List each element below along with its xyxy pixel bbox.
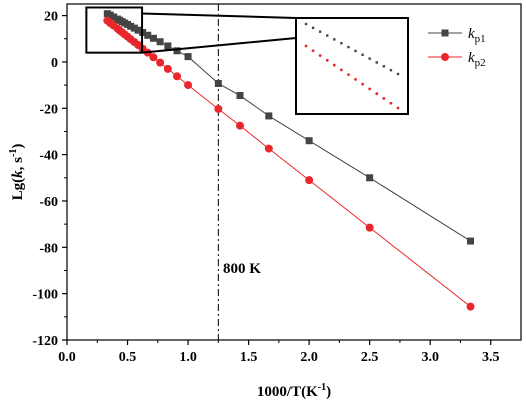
inset-point-kp1 [361, 53, 364, 56]
data-point-kp2 [365, 223, 374, 232]
legend-marker-kp1 [441, 29, 449, 37]
y-tick-label: 20 [44, 10, 58, 25]
inset-point-kp1 [382, 65, 386, 68]
x-tick-label: 1.5 [240, 350, 258, 365]
inset-point-kp1 [304, 22, 308, 26]
annotation-800k: 800 K [223, 261, 261, 277]
data-point-kp2 [264, 144, 273, 153]
series-kp1 [103, 10, 475, 245]
inset-connector-top [142, 12, 297, 19]
inset-point-kp1 [318, 30, 322, 33]
inset-point-kp1 [396, 72, 400, 76]
data-point-kp1 [134, 26, 142, 34]
inset-point-kp2 [368, 87, 372, 91]
inset-point-kp2 [325, 58, 329, 62]
inset-point-kp2 [311, 49, 315, 53]
data-point-kp2 [163, 64, 172, 73]
data-point-kp1 [127, 22, 135, 30]
inset-point-kp1 [375, 61, 378, 64]
series-kp2 [103, 16, 475, 311]
x-tick-label: 3.5 [482, 350, 500, 365]
data-point-kp2 [173, 72, 182, 81]
y-tick-label: -40 [39, 149, 58, 164]
y-tick-label: 0 [51, 56, 58, 71]
data-point-kp1 [214, 79, 222, 87]
data-point-kp1 [236, 92, 244, 100]
inset-point-kp1 [368, 57, 371, 60]
inset-point-kp2 [339, 68, 343, 72]
inset-point-kp2 [389, 101, 393, 105]
inset-point-kp1 [354, 49, 357, 53]
x-tick-label: 0.5 [119, 350, 137, 365]
data-point-kp2 [236, 121, 245, 130]
legend-marker-kp2 [441, 53, 449, 61]
data-point-kp2 [156, 58, 165, 67]
inset-point-kp1 [311, 26, 315, 30]
data-point-kp1 [467, 237, 475, 245]
inset-point-kp2 [347, 73, 350, 77]
y-tick-label: -120 [32, 334, 58, 349]
inset-point-kp2 [396, 106, 400, 110]
data-point-kp1 [305, 137, 313, 145]
inset-point-kp1 [333, 38, 336, 41]
data-point-kp1 [366, 174, 374, 182]
inset-point-kp1 [340, 42, 343, 45]
data-point-kp2 [214, 104, 223, 113]
data-point-kp2 [305, 176, 314, 185]
legend-item-kp1: kp1 [428, 26, 486, 45]
x-tick-label: 3.0 [421, 350, 439, 365]
inset-point-kp1 [326, 34, 329, 37]
legend-item-kp2: kp2 [428, 50, 486, 69]
x-tick-label: 1.0 [179, 350, 197, 365]
x-tick-label: 0.0 [58, 350, 76, 365]
inset-point-kp2 [332, 63, 336, 67]
inset-point-kp1 [389, 68, 393, 72]
data-point-kp1 [149, 34, 157, 42]
x-tick-label: 2.0 [300, 350, 318, 365]
legend-label-kp2: kp2 [468, 50, 486, 69]
x-axis-title: 1000/T(K-1) [257, 382, 331, 400]
inset-point-kp2 [375, 92, 379, 96]
series-line-kp1 [107, 13, 471, 242]
data-point-kp1 [144, 31, 152, 39]
data-point-kp2 [184, 81, 193, 90]
inset-point-kp2 [304, 44, 308, 48]
x-tick-label: 2.5 [361, 350, 379, 365]
data-point-kp1 [110, 13, 118, 21]
data-point-kp1 [173, 47, 181, 55]
data-point-kp1 [156, 38, 164, 46]
data-point-kp2 [149, 53, 158, 62]
inset-box [295, 17, 409, 115]
inset-connector-bottom [141, 37, 297, 54]
data-point-kp1 [265, 112, 273, 120]
inset-series-kp2 [304, 44, 400, 110]
y-axis-title: Lg(k, s-1) [8, 144, 26, 201]
data-point-kp1 [130, 24, 138, 32]
inset-point-kp2 [382, 97, 386, 100]
inset-point-kp2 [361, 82, 365, 86]
y-tick-label: -80 [39, 241, 58, 256]
inset-point-kp2 [318, 54, 322, 57]
zoom-region-box [85, 6, 144, 54]
y-tick-label: -20 [39, 102, 58, 117]
data-point-kp2 [466, 302, 475, 311]
plot-frame [66, 3, 522, 341]
plot-area: 0.0 0.5 1.0 1.5 2.0 2.5 3.0 3.5 20 0 -20 -40 -60 -80 -… [8, 3, 522, 400]
inset-point-kp2 [354, 77, 357, 81]
data-point-kp1 [184, 53, 192, 61]
legend-label-kp1: kp1 [468, 26, 486, 45]
y-tick-label: -100 [32, 288, 58, 303]
data-point-kp1 [164, 42, 172, 50]
inset-point-kp1 [347, 45, 350, 49]
y-tick-label: -60 [39, 195, 58, 210]
inset-series-kp1 [304, 22, 400, 76]
